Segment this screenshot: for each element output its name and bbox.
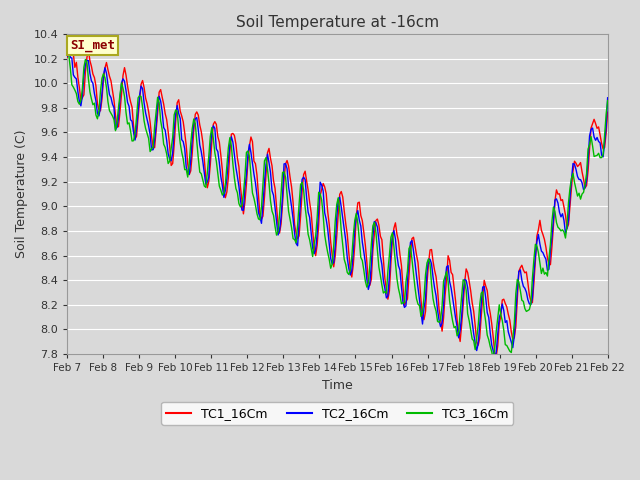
Text: SI_met: SI_met	[70, 39, 115, 52]
Legend: TC1_16Cm, TC2_16Cm, TC3_16Cm: TC1_16Cm, TC2_16Cm, TC3_16Cm	[161, 402, 513, 425]
Title: Soil Temperature at -16cm: Soil Temperature at -16cm	[236, 15, 439, 30]
Y-axis label: Soil Temperature (C): Soil Temperature (C)	[15, 130, 28, 258]
X-axis label: Time: Time	[322, 379, 353, 392]
